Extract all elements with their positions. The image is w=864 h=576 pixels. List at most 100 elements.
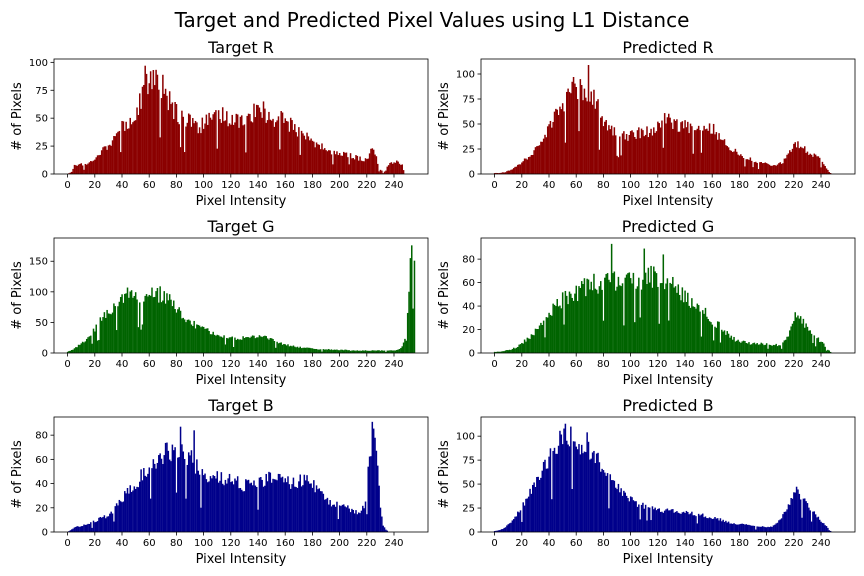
histogram-bar xyxy=(353,513,356,532)
histogram-bar xyxy=(529,338,531,353)
histogram-bar xyxy=(571,297,573,353)
histogram-bar xyxy=(624,492,626,532)
histogram-bar xyxy=(782,342,784,353)
histogram-bar xyxy=(639,519,641,532)
histogram-bar xyxy=(507,350,510,353)
histogram-bar xyxy=(280,342,282,353)
histogram-bar xyxy=(752,525,754,532)
histogram-bar xyxy=(394,350,397,353)
histogram-bar xyxy=(314,147,316,174)
histogram-bar xyxy=(634,136,636,174)
histogram-bar xyxy=(279,149,281,174)
histogram-bar xyxy=(761,526,764,532)
histogram-bar xyxy=(718,133,720,174)
histogram-bar xyxy=(828,530,830,532)
histogram-bar xyxy=(230,124,232,174)
histogram-bar xyxy=(330,349,333,353)
histogram-bar xyxy=(650,128,652,174)
histogram-bar xyxy=(818,342,821,353)
histogram-bar xyxy=(393,350,395,353)
histogram-bar xyxy=(574,83,576,174)
histogram-bar xyxy=(106,516,108,532)
histogram-bar xyxy=(572,300,575,353)
histogram-bar xyxy=(760,162,762,174)
histogram-bar xyxy=(628,134,631,174)
histogram-bar xyxy=(202,326,205,353)
histogram-bar xyxy=(76,347,78,353)
histogram-bar xyxy=(721,329,723,353)
histogram-bar xyxy=(759,344,761,353)
histogram-bar xyxy=(692,306,694,353)
histogram-bar xyxy=(644,134,647,174)
histogram-bar xyxy=(824,346,826,353)
histogram-bar xyxy=(238,127,240,174)
histogram-bar xyxy=(149,295,152,353)
y-tick-label: 50 xyxy=(462,480,475,491)
histogram-bar xyxy=(132,297,134,353)
histogram-bar xyxy=(744,524,746,532)
histogram-bar xyxy=(209,117,212,174)
histogram-bar xyxy=(239,339,242,353)
histogram-bar xyxy=(310,483,312,532)
histogram-bar xyxy=(362,161,364,174)
histogram-bar xyxy=(580,85,583,174)
histogram-bar xyxy=(510,350,512,353)
histogram-bar xyxy=(90,335,92,353)
y-tick-label: 0 xyxy=(469,170,475,181)
histogram-bar xyxy=(356,350,359,353)
histogram-bar xyxy=(197,470,199,532)
histogram-bar xyxy=(517,164,519,174)
histogram-bar xyxy=(642,279,644,353)
histogram-bar xyxy=(276,120,278,174)
histogram-bar xyxy=(646,126,648,174)
histogram-bar xyxy=(590,458,592,532)
histogram-bar xyxy=(114,136,117,174)
histogram-bar xyxy=(797,315,799,353)
histogram-bar xyxy=(714,134,716,174)
histogram-bar xyxy=(162,74,164,174)
histogram-bar xyxy=(219,119,221,174)
x-tick-label: 0 xyxy=(491,180,497,191)
histogram-bar xyxy=(731,523,734,532)
histogram-bar xyxy=(205,114,208,174)
histogram-bar xyxy=(518,164,520,174)
histogram-bar xyxy=(620,488,622,532)
histogram-bar xyxy=(820,167,822,174)
histogram-bar xyxy=(393,162,395,174)
histogram-bar xyxy=(812,156,814,174)
histogram-bar xyxy=(279,342,281,353)
histogram-bar xyxy=(808,154,810,174)
histogram-bar xyxy=(691,298,693,353)
histogram-bar xyxy=(270,482,273,532)
histogram-bar xyxy=(829,351,832,353)
histogram-bar xyxy=(309,483,311,532)
histogram-bar xyxy=(202,128,205,174)
histogram-bar xyxy=(566,295,568,353)
histogram-bar xyxy=(681,512,684,532)
histogram-bar xyxy=(208,481,210,532)
histogram-bar xyxy=(804,146,806,174)
histogram-bar xyxy=(304,480,307,532)
histogram-bar xyxy=(628,272,631,353)
histogram-bar xyxy=(523,505,526,532)
histogram-bar xyxy=(548,456,550,532)
histogram-bar xyxy=(725,334,727,353)
histogram-bar xyxy=(789,504,791,532)
histogram-bar xyxy=(170,299,172,353)
histogram-bar xyxy=(179,310,182,353)
histogram-bar xyxy=(678,513,681,532)
histogram-bar xyxy=(666,117,669,174)
histogram-bar xyxy=(712,340,715,353)
histogram-bar xyxy=(317,489,319,532)
histogram-bar xyxy=(332,164,334,174)
histogram-bar xyxy=(512,519,515,532)
histogram-bar xyxy=(711,324,714,353)
histogram-bar xyxy=(311,140,314,174)
histogram-bar xyxy=(533,482,535,532)
histogram-bar xyxy=(496,351,499,353)
histogram-bar xyxy=(245,479,247,532)
histogram-bar xyxy=(594,108,597,174)
histogram-bar xyxy=(610,480,613,532)
histogram-bar xyxy=(580,281,583,353)
histogram-bar xyxy=(527,157,530,174)
